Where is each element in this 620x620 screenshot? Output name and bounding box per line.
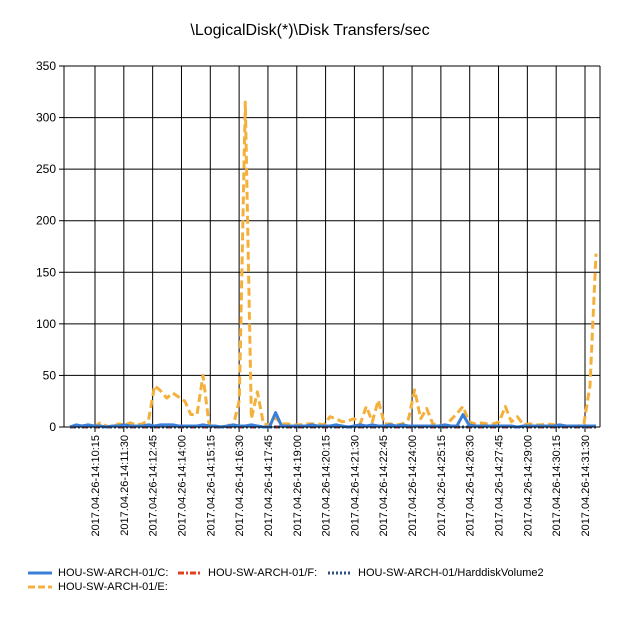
x-tick-label: 2017.04.26-14:31:30 bbox=[580, 435, 592, 537]
x-tick-label: 2017.04.26-14:10:15 bbox=[90, 435, 102, 537]
x-tick-label: 2017.04.26-14:30:15 bbox=[551, 435, 563, 537]
legend-swatch-harddiskvolume2 bbox=[328, 571, 352, 575]
grid bbox=[59, 65, 600, 432]
y-tick-label: 100 bbox=[36, 317, 56, 331]
x-tick-label: 2017.04.26-14:19:00 bbox=[292, 435, 304, 537]
x-tick-label: 2017.04.26-14:25:15 bbox=[436, 435, 448, 537]
legend-item-c: HOU-SW-ARCH-01/C: bbox=[28, 567, 168, 579]
legend-swatch-f bbox=[178, 571, 202, 575]
legend-label-harddiskvolume2: HOU-SW-ARCH-01/HarddiskVolume2 bbox=[358, 567, 544, 579]
chart-title: \LogicalDisk(*)\Disk Transfers/sec bbox=[190, 22, 429, 39]
legend-item-f: HOU-SW-ARCH-01/F: bbox=[178, 567, 317, 579]
x-tick-label: 2017.04.26-14:22:45 bbox=[378, 435, 390, 537]
x-tick-label: 2017.04.26-14:21:30 bbox=[349, 435, 361, 537]
x-tick-label: 2017.04.26-14:26:30 bbox=[465, 435, 477, 537]
y-tick-label: 350 bbox=[36, 59, 56, 73]
x-tick-label: 2017.04.26-14:20:15 bbox=[321, 435, 333, 537]
legend-item-harddiskvolume2: HOU-SW-ARCH-01/HarddiskVolume2 bbox=[328, 567, 544, 579]
x-tick-label: 2017.04.26-14:15:15 bbox=[205, 435, 217, 537]
x-tick-label: 2017.04.26-14:24:00 bbox=[407, 435, 419, 537]
axes bbox=[63, 66, 601, 428]
y-tick-label: 50 bbox=[43, 368, 57, 382]
x-tick-label: 2017.04.26-14:29:00 bbox=[522, 435, 534, 537]
line-chart: \LogicalDisk(*)\Disk Transfers/sec 0 50 10… bbox=[36, 22, 601, 537]
series-line-hou-sw-arch-01-e bbox=[69, 100, 598, 429]
legend-label-c: HOU-SW-ARCH-01/C: bbox=[58, 567, 169, 579]
y-axis-tick-labels: 0 50 100 150 200 250 300 350 bbox=[36, 59, 56, 434]
series-line-hou-sw-arch-01-c bbox=[69, 411, 596, 429]
legend-label-f: HOU-SW-ARCH-01/F: bbox=[208, 567, 318, 579]
x-tick-label: 2017.04.26-14:17:45 bbox=[263, 435, 275, 537]
x-axis-tick-labels: 2017.04.26-14:10:15 2017.04.26-14:11:30 20… bbox=[90, 435, 592, 537]
legend-swatch-e bbox=[28, 585, 52, 589]
x-tick-label: 2017.04.26-14:27:45 bbox=[494, 435, 506, 537]
y-tick-label: 200 bbox=[36, 214, 56, 228]
y-tick-label: 250 bbox=[36, 162, 56, 176]
legend-swatch-c bbox=[28, 571, 52, 575]
y-tick-label: 300 bbox=[36, 111, 56, 125]
x-tick-label: 2017.04.26-14:16:30 bbox=[234, 435, 246, 537]
y-tick-label: 150 bbox=[36, 265, 56, 279]
x-tick-label: 2017.04.26-14:11:30 bbox=[119, 435, 131, 536]
x-tick-label: 2017.04.26-14:12:45 bbox=[148, 435, 160, 537]
y-tick-label: 0 bbox=[49, 420, 56, 434]
legend-item-e: HOU-SW-ARCH-01/E: bbox=[28, 581, 168, 593]
x-tick-label: 2017.04.26-14:14:00 bbox=[176, 435, 188, 537]
legend-label-e: HOU-SW-ARCH-01/E: bbox=[58, 581, 168, 593]
series-lines bbox=[69, 100, 598, 429]
